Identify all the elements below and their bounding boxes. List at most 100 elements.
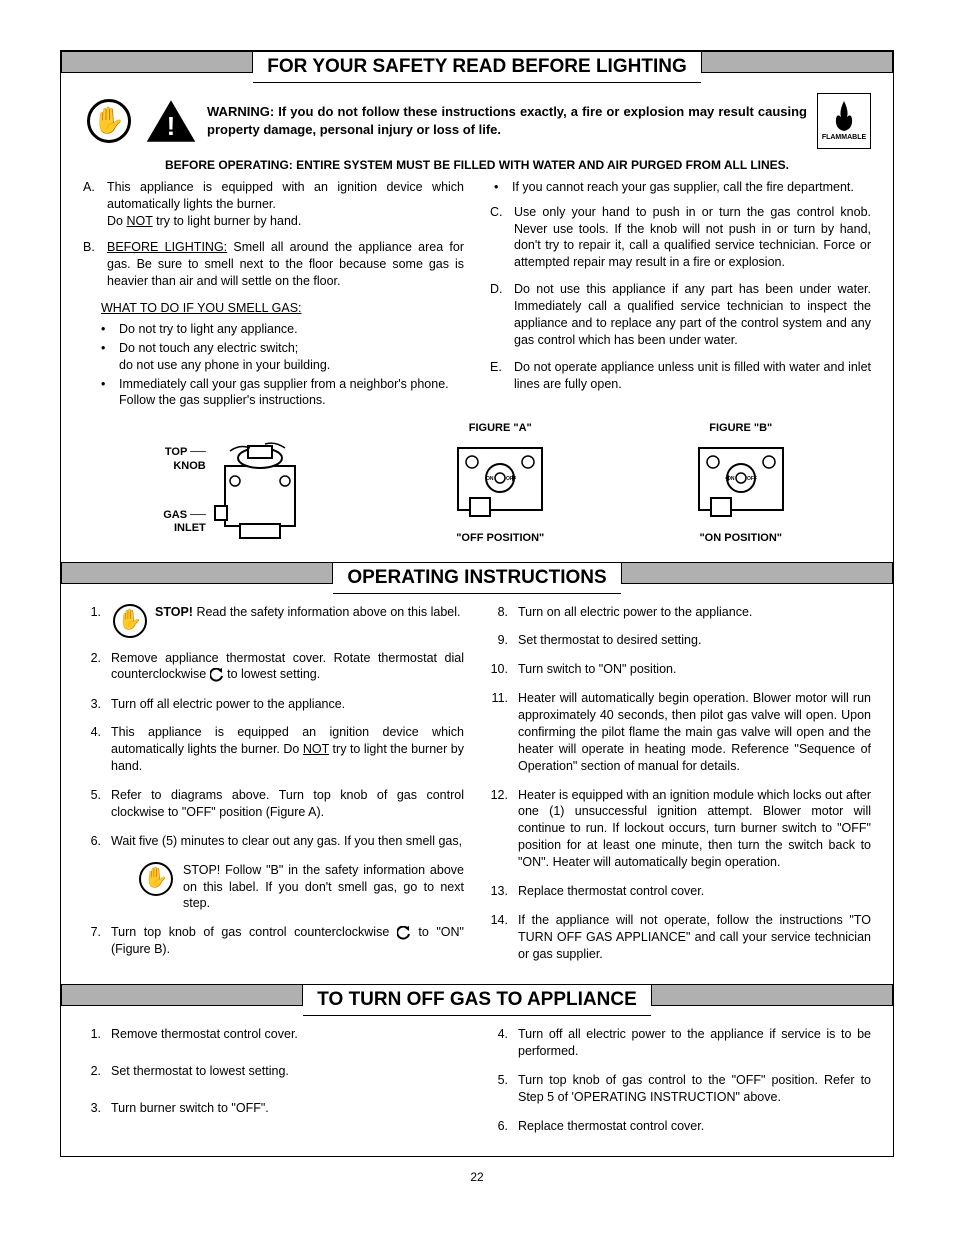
step7-pre: Turn top knob of gas control countercloc… [111,925,397,939]
off3-text: Turn burner switch to "OFF". [111,1100,269,1117]
op-step-3: 3.Turn off all electric power to the app… [83,696,464,713]
figure-b: FIGURE "B" ON OFF "ON POSITION" [691,421,791,546]
gas-valve-diagram [210,436,310,546]
off-col-left: 1.Remove thermostat control cover. 2.Set… [83,1026,464,1146]
hand-stop-icon-small-2: ✋ [139,862,173,896]
page-frame: FOR YOUR SAFETY READ BEFORE LIGHTING ✋ !… [60,50,894,1157]
figure-a: FIGURE "A" ON OFF "OFF POSITION" [450,421,550,546]
op-step-5: 5.Refer to diagrams above. Turn top knob… [83,787,464,821]
item-A-post: try to light burner by hand. [153,214,302,228]
flammable-label: FLAMMABLE [822,133,866,142]
flammable-icon: FLAMMABLE [817,93,871,149]
step11-text: Heater will automatically begin operatio… [518,690,871,774]
off6-text: Replace thermostat control cover. [518,1118,704,1135]
op-col-left: 1. ✋ STOP! Read the safety information a… [83,604,464,975]
section1-title: FOR YOUR SAFETY READ BEFORE LIGHTING [253,51,700,83]
item-A: A. This appliance is equipped with an ig… [83,179,464,230]
figure-a-caption: "OFF POSITION" [450,531,550,546]
bullet-3-text: Immediately call your gas supplier from … [119,376,464,410]
header-bar-right-3 [651,984,893,1006]
off4-text: Turn off all electric power to the appli… [518,1026,871,1060]
warning-triangle-icon: ! [145,95,197,147]
op-step-6-stop: ✋ STOP! Follow "B" in the safety informa… [139,862,464,913]
item-B: B. BEFORE LIGHTING: Smell all around the… [83,239,464,290]
header-bar-right [701,51,893,73]
section3-body: 1.Remove thermostat control cover. 2.Set… [61,1016,893,1156]
section2-header: OPERATING INSTRUCTIONS [61,562,893,594]
hand-stop-icon: ✋ [83,95,135,147]
label-inlet: INLET [163,522,206,535]
what-to-do-heading: WHAT TO DO IF YOU SMELL GAS: [101,300,464,317]
section3-title: TO TURN OFF GAS TO APPLIANCE [303,984,651,1016]
off2-text: Set thermostat to lowest setting. [111,1063,289,1080]
header-bar-left-2 [61,562,333,584]
off-step-4: 4.Turn off all electric power to the app… [490,1026,871,1060]
before-operating: BEFORE OPERATING: ENTIRE SYSTEM MUST BE … [83,157,871,173]
op-step-8: 8.Turn on all electric power to the appl… [490,604,871,621]
knob-labels: TOP ── KNOB GAS ── INLET [163,446,206,535]
off-step-5: 5.Turn top knob of gas control to the "O… [490,1072,871,1106]
op-step-12: 12.Heater is equipped with an ignition m… [490,787,871,871]
figure-main: TOP ── KNOB GAS ── INLET [163,436,310,546]
off-step-2: 2.Set thermostat to lowest setting. [83,1063,464,1080]
section1-header: FOR YOUR SAFETY READ BEFORE LIGHTING [61,51,893,83]
safety-col-right: •If you cannot reach your gas supplier, … [490,179,871,412]
header-bar-left-3 [61,984,303,1006]
warning-body: If you do not follow these instructions … [207,104,807,137]
step3-text: Turn off all electric power to the appli… [111,696,345,713]
op-step-11: 11.Heater will automatically begin opera… [490,690,871,774]
item-A-pre: This appliance is equipped with an ignit… [107,180,464,211]
off-step-1: 1.Remove thermostat control cover. [83,1026,464,1043]
op-step-4: 4.This appliance is equipped an ignition… [83,724,464,775]
op-step-1: 1. ✋ STOP! Read the safety information a… [83,604,464,638]
step9-text: Set thermostat to desired setting. [518,632,701,649]
item-A-do: Do [107,214,126,228]
hand-stop-icon-small: ✋ [113,604,147,638]
item-E-text: Do not operate appliance unless unit is … [514,359,871,393]
op-step-2: 2.Remove appliance thermostat cover. Rot… [83,650,464,684]
op-columns: 1. ✋ STOP! Read the safety information a… [83,604,871,975]
op-step-10: 10.Turn switch to "ON" position. [490,661,871,678]
item-C: C.Use only your hand to push in or turn … [490,204,871,272]
off-step-3: 3.Turn burner switch to "OFF". [83,1100,464,1117]
off1-text: Remove thermostat control cover. [111,1026,298,1043]
item-C-text: Use only your hand to push in or turn th… [514,204,871,272]
bullet-top-right-text: If you cannot reach your gas supplier, c… [512,179,854,196]
step1-stop: STOP! [155,605,193,619]
figure-b-title: FIGURE "B" [691,421,791,436]
figure-a-title: FIGURE "A" [450,421,550,436]
bullet-2: •Do not touch any electric switch;do not… [101,340,464,374]
off-step-6: 6.Replace thermostat control cover. [490,1118,871,1135]
bullet-2b: do not use any phone in your building. [119,358,330,372]
step14-text: If the appliance will not operate, follo… [518,912,871,963]
step10-text: Turn switch to "ON" position. [518,661,676,678]
warning-text: WARNING: If you do not follow these inst… [207,103,807,138]
label-gas: GAS [163,509,187,521]
section2-body: 1. ✋ STOP! Read the safety information a… [61,594,893,985]
op-step-7: 7.Turn top knob of gas control countercl… [83,924,464,958]
op-col-right: 8.Turn on all electric power to the appl… [490,604,871,975]
item-D-text: Do not use this appliance if any part ha… [514,281,871,349]
item-E: E.Do not operate appliance unless unit i… [490,359,871,393]
item-A-not: NOT [126,214,152,228]
step5-text: Refer to diagrams above. Turn top knob o… [111,787,464,821]
svg-text:OFF: OFF [747,476,757,482]
step6-text: Wait five (5) minutes to clear out any g… [111,833,462,850]
safety-columns: A. This appliance is equipped with an ig… [83,179,871,412]
label-knob: KNOB [163,460,206,473]
step4-not: NOT [303,742,329,756]
step6-stop-text: STOP! Follow "B" in the safety informati… [183,862,464,913]
figures-row: TOP ── KNOB GAS ── INLET [83,421,871,546]
step2-post: to lowest setting. [224,667,321,681]
warning-row: ✋ ! WARNING: If you do not follow these … [83,93,871,149]
page-number: 22 [60,1169,894,1185]
off5-text: Turn top knob of gas control to the "OFF… [518,1072,871,1106]
section1-body: ✋ ! WARNING: If you do not follow these … [61,83,893,562]
ccw-arrow-icon [210,667,224,684]
step13-text: Replace thermostat control cover. [518,883,704,900]
label-top: TOP [165,446,187,458]
item-D: D.Do not use this appliance if any part … [490,281,871,349]
step12-text: Heater is equipped with an ignition modu… [518,787,871,871]
off-columns: 1.Remove thermostat control cover. 2.Set… [83,1026,871,1146]
op-step-6: 6.Wait five (5) minutes to clear out any… [83,833,464,850]
